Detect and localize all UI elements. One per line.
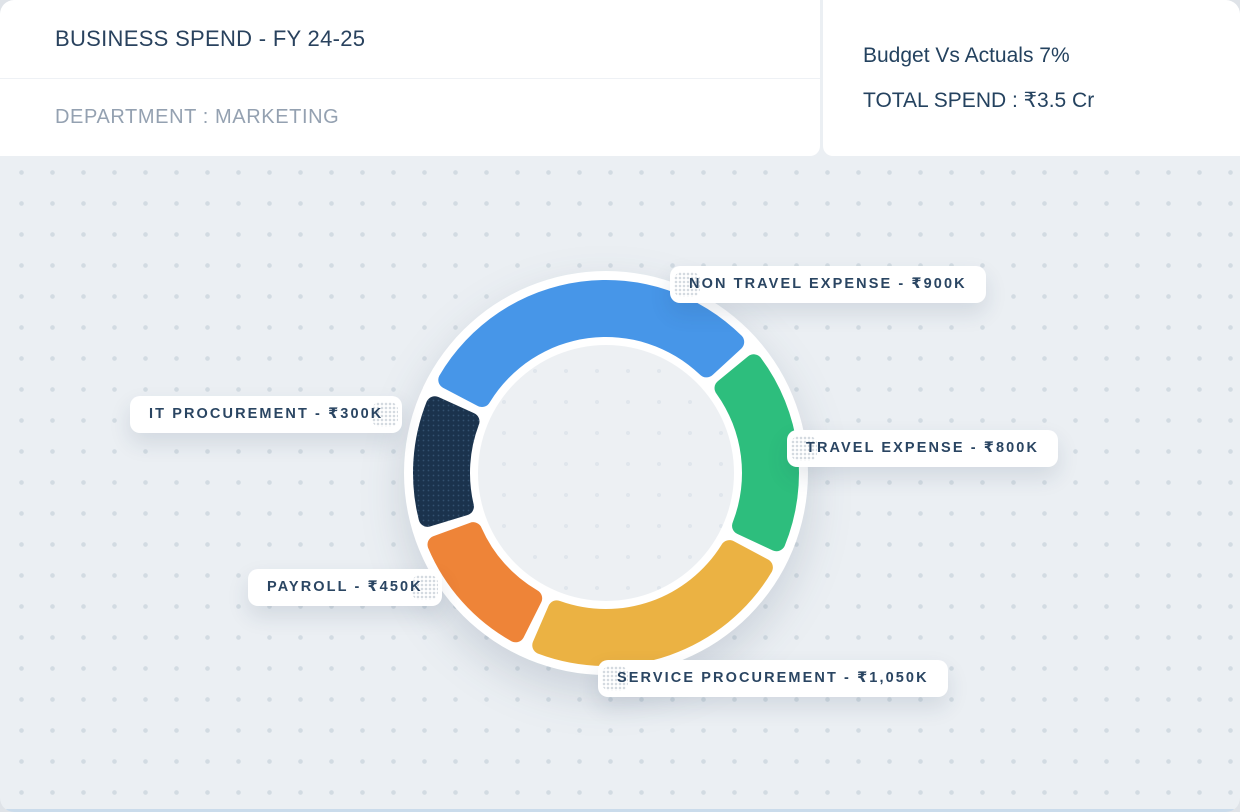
callout-it-procurement: IT PROCUREMENT - ₹300K [130,396,403,433]
donut-segment-it-procurement[interactable] [413,396,480,527]
department-label: DEPARTMENT : MARKETING [55,106,340,128]
header-card-left: BUSINESS SPEND - FY 24-25 DEPARTMENT : M… [0,0,820,156]
bottom-accent-line [4,809,1236,812]
donut-hole [478,345,734,601]
donut-segments [413,280,799,666]
page-title: BUSINESS SPEND - FY 24-25 [55,26,366,51]
donut-svg [404,271,808,675]
callout-service-procurement: SERVICE PROCUREMENT - ₹1,050K [598,660,948,697]
budget-vs-actuals-value: Budget Vs Actuals 7% [863,44,1070,67]
title-row: BUSINESS SPEND - FY 24-25 [0,0,820,78]
donut-segment-travel-expense[interactable] [714,354,799,552]
total-spend-value: TOTAL SPEND : ₹3.5 Cr [863,89,1095,112]
callout-non-travel-expense: NON TRAVEL EXPENSE - ₹900K [670,266,986,303]
callout-travel-expense: TRAVEL EXPENSE - ₹800K [787,430,1059,467]
donut-segment-service-procurement[interactable] [532,540,773,666]
donut-segment-payroll[interactable] [427,522,543,643]
department-row: DEPARTMENT : MARKETING [0,78,820,156]
donut-segment-non-travel-expense[interactable] [438,280,745,407]
header-card-kpi: Budget Vs Actuals 7% TOTAL SPEND : ₹3.5 … [823,0,1240,156]
callout-payroll: PAYROLL - ₹450K [248,569,442,606]
spend-donut-chart [396,263,816,683]
